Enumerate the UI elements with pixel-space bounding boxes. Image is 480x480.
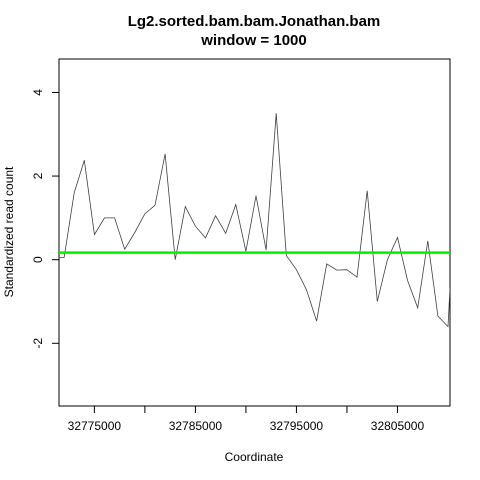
y-axis-label: Standardized read count <box>2 166 16 297</box>
y-tick-label: 4 <box>31 89 45 96</box>
chart-subtitle: window = 1000 <box>200 32 306 49</box>
y-tick-label: 2 <box>31 172 45 179</box>
y-axis: -2 0 2 4 <box>31 89 59 349</box>
plot-area <box>59 113 450 328</box>
series-line <box>59 113 450 328</box>
x-axis: 32775000 32785000 32795000 32805000 <box>68 406 425 433</box>
chart-title: Lg2.sorted.bam.bam.Jonathan.bam <box>128 13 381 30</box>
x-tick-label: 32775000 <box>68 419 122 433</box>
x-tick-label: 32785000 <box>169 419 223 433</box>
x-tick-label: 32795000 <box>270 419 324 433</box>
y-tick-label: 0 <box>31 256 45 263</box>
plot-frame <box>58 58 451 407</box>
x-tick-label: 32805000 <box>371 419 425 433</box>
y-tick-label: -2 <box>31 338 45 349</box>
x-axis-label: Coordinate <box>225 450 284 464</box>
